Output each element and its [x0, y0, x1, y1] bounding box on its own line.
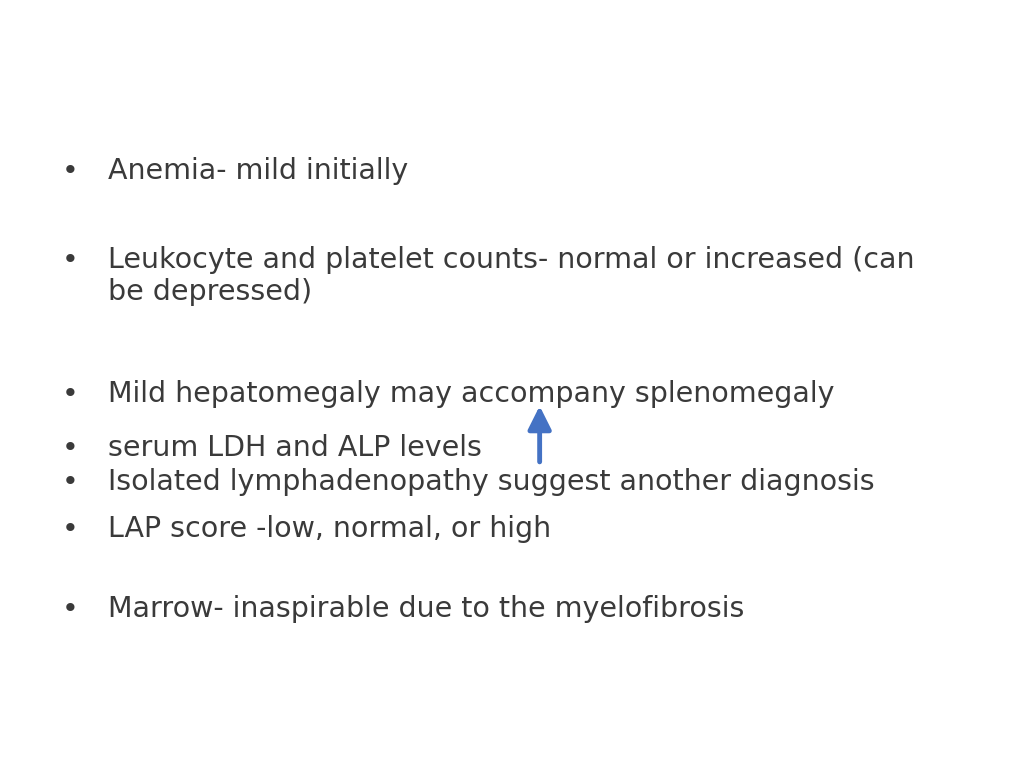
Text: •: • [61, 595, 78, 623]
Text: Mild hepatomegaly may accompany splenomegaly: Mild hepatomegaly may accompany splenome… [108, 380, 834, 408]
Text: LAP score -low, normal, or high: LAP score -low, normal, or high [108, 515, 551, 542]
Text: •: • [61, 468, 78, 496]
Text: Isolated lymphadenopathy suggest another diagnosis: Isolated lymphadenopathy suggest another… [108, 468, 874, 496]
Text: •: • [61, 515, 78, 542]
Text: serum LDH and ALP levels: serum LDH and ALP levels [108, 434, 481, 462]
Text: Anemia- mild initially: Anemia- mild initially [108, 157, 408, 185]
Text: •: • [61, 434, 78, 462]
Text: Marrow- inaspirable due to the myelofibrosis: Marrow- inaspirable due to the myelofibr… [108, 595, 743, 623]
Text: Leukocyte and platelet counts- normal or increased (can
be depressed): Leukocyte and platelet counts- normal or… [108, 246, 914, 306]
Text: •: • [61, 380, 78, 408]
Text: •: • [61, 157, 78, 185]
Text: •: • [61, 246, 78, 273]
